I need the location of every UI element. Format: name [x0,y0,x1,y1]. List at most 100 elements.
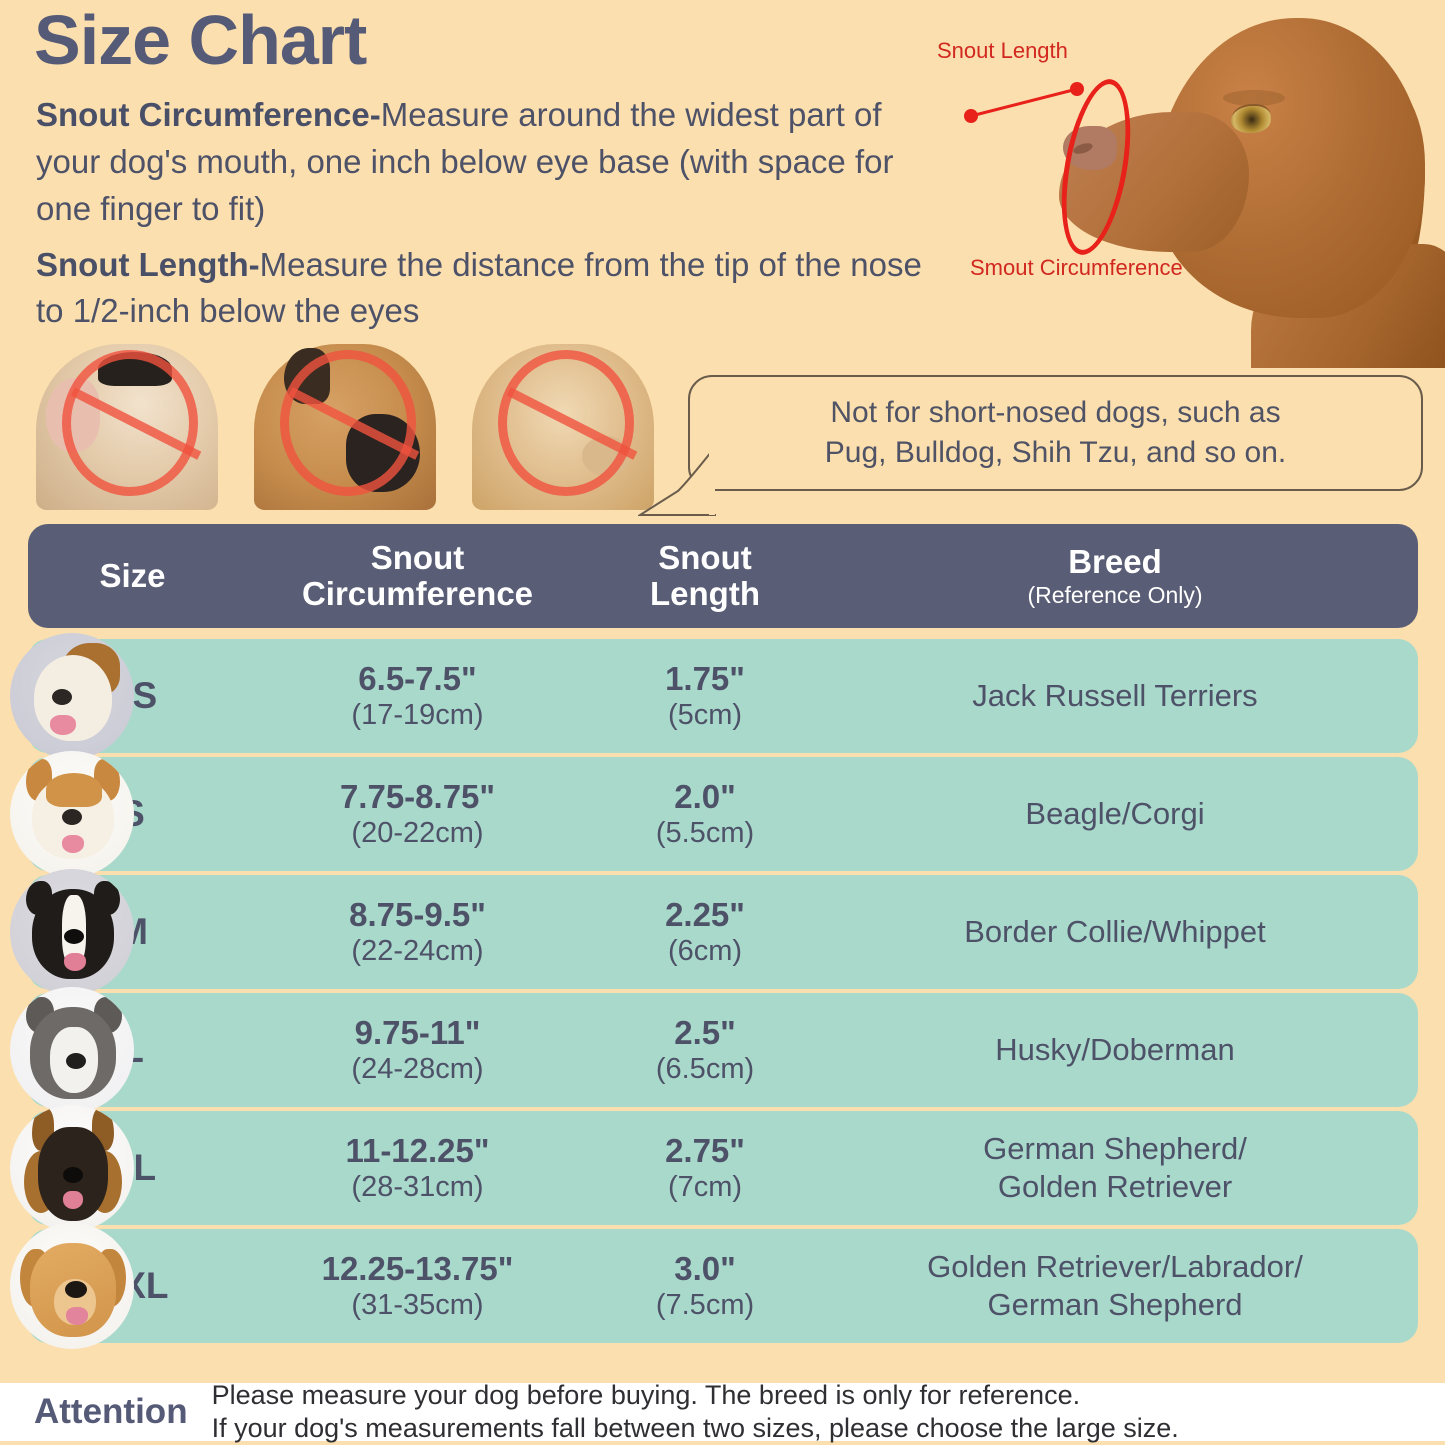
cell-snout-length: 3.0" (7.5cm) [598,1250,813,1322]
column-header-breed-sub: (Reference Only) [1027,581,1203,608]
attention-footer: Attention Please measure your dog before… [0,1380,1445,1443]
column-header-circ-line1: Snout [370,538,465,576]
table-header-row: Size Snout Circumference Snout Length Br… [27,524,1418,628]
cell-breed: Husky/Doberman [995,1032,1235,1068]
intro-lead-length: Snout Length- [36,245,260,283]
cell-length-cm: (6cm) [667,935,743,967]
warning-line-2: Pug, Bulldog, Shih Tzu, and so on. [824,436,1287,469]
snout-length-line-icon [963,82,1085,123]
column-header-breed: Breed (Reference Only) [813,544,1418,608]
size-chart-table: Size Snout Circumference Snout Length Br… [0,524,1445,1349]
annotation-label-snout-length: Snout Length [937,38,1068,63]
cell-circ-inches: 6.5-7.5" [358,660,477,697]
dog-head-illustration [1055,8,1445,368]
warning-speech-bubble: Not for short-nosed dogs, such as Pug, B… [638,375,1423,516]
column-header-length-line1: Snout [658,538,752,576]
column-header-circ-line2: Circumference [301,575,534,612]
cell-circ-inches: 8.75-9.5" [349,896,486,933]
cell-length-cm: (7cm) [667,1171,743,1203]
prohibition-sign-icon [280,350,416,496]
cell-snout-length: 2.0" (5.5cm) [598,778,813,850]
cell-length-inches: 2.5" [674,1014,736,1051]
intro-body-circumference: Measure around the widest part of your d… [36,96,894,227]
header-section: Size Chart Snout Circumference-Measure a… [0,0,1445,520]
column-header-length-line2: Length [650,575,760,612]
cell-snout-circumference: 11-12.25" (28-31cm) [238,1132,598,1204]
cell-breed-line2: Golden Retriever [997,1169,1233,1204]
attention-line-1: Please measure your dog before buying. T… [211,1379,1081,1410]
cell-length-cm: (5.5cm) [655,817,755,849]
prohibition-sign-icon [498,350,634,496]
attention-text: Please measure your dog before buying. T… [212,1379,1179,1445]
cell-snout-length: 1.75" (5cm) [598,660,813,732]
prohibition-sign-icon [62,350,198,496]
table-row[interactable]: XL 11-12.25" (28-31cm) 2.75" (7cm) Germa… [9,1105,1418,1231]
column-header-snout-length: Snout Length [598,538,813,613]
cell-snout-length: 2.5" (6.5cm) [598,1014,813,1086]
table-row[interactable]: S 7.75-8.75" (20-22cm) 2.0" (5.5cm) Beag… [9,751,1418,877]
warning-line-1: Not for short-nosed dogs, such as [830,395,1281,429]
prohibited-breed-bulldog [28,338,228,510]
cell-breed: German Shepherd/ Golden Retriever [813,1130,1418,1206]
table-row[interactable]: L 9.75-11" (24-28cm) 2.5" (6.5cm) Husky/… [9,987,1418,1113]
cell-breed: Border Collie/Whippet [964,914,1266,950]
column-header-snout-circumference: Snout Circumference [238,538,598,613]
cell-length-cm: (6.5cm) [655,1053,755,1085]
cell-circ-inches: 11-12.25" [345,1132,490,1169]
cell-snout-circumference: 6.5-7.5" (17-19cm) [238,660,598,732]
cell-length-inches: 1.75" [665,660,745,697]
intro-paragraph-circumference: Snout Circumference-Measure around the w… [36,92,936,233]
breed-thumbnail-s [9,751,134,877]
warning-bubble-text: Not for short-nosed dogs, such as Pug, B… [825,393,1286,473]
attention-line-2: If your dog's measurements fall between … [211,1413,1179,1443]
cell-circ-cm: (31-35cm) [351,1289,484,1321]
cell-breed: Jack Russell Terriers [972,678,1258,714]
prohibited-breed-french-bulldog [246,338,446,510]
cell-breed-line1: German Shepherd/ [983,1131,1247,1167]
dog-eye [1231,106,1271,133]
breed-thumbnail-m [9,869,134,995]
cell-length-inches: 2.75" [665,1132,745,1169]
cell-circ-cm: (17-19cm) [351,699,484,731]
cell-snout-length: 2.75" (7cm) [598,1132,813,1204]
intro-paragraph-length: Snout Length-Measure the distance from t… [36,242,936,336]
prohibited-breed-pomeranian [464,338,664,510]
cell-breed: Beagle/Corgi [1025,796,1205,832]
cell-circ-cm: (28-31cm) [351,1171,484,1203]
cell-snout-length: 2.25" (6cm) [598,896,813,968]
cell-length-inches: 3.0" [674,1250,736,1287]
column-header-breed-main: Breed [1068,543,1162,581]
cell-length-cm: (5cm) [667,699,743,731]
cell-length-cm: (7.5cm) [655,1289,755,1321]
cell-breed-line2: German Shepherd [987,1287,1243,1322]
cell-circ-inches: 7.75-8.75" [339,778,496,815]
annotation-label-snout-circumference: Smout Circumference [970,255,1183,280]
measurement-annotations: Snout Length Smout Circumference [935,0,1445,360]
cell-snout-circumference: 8.75-9.5" (22-24cm) [238,896,598,968]
cell-circ-cm: (24-28cm) [351,1053,484,1085]
cell-circ-cm: (22-24cm) [351,935,484,967]
breed-thumbnail-xs [9,633,134,759]
breed-thumbnail-xl [9,1105,134,1231]
table-row[interactable]: XXL 12.25-13.75" (31-35cm) 3.0" (7.5cm) … [9,1223,1418,1349]
cell-length-inches: 2.0" [674,778,736,815]
cell-breed-line1: Golden Retriever/Labrador/ [927,1249,1303,1285]
column-header-size: Size [99,556,166,594]
breed-thumbnail-l [9,987,134,1113]
table-row[interactable]: XS 6.5-7.5" (17-19cm) 1.75" (5cm) Jack R… [9,633,1418,759]
cell-circ-inches: 12.25-13.75" [321,1250,514,1287]
cell-breed: Golden Retriever/Labrador/ German Shephe… [813,1248,1418,1324]
prohibited-breeds-photos [28,338,668,510]
speech-bubble-tail [638,445,716,523]
intro-lead-circumference: Snout Circumference- [36,96,381,133]
cell-length-inches: 2.25" [665,896,745,933]
intro-instructions: Snout Circumference-Measure around the w… [36,92,936,335]
table-row[interactable]: M 8.75-9.5" (22-24cm) 2.25" (6cm) Border… [9,869,1418,995]
cell-snout-circumference: 7.75-8.75" (20-22cm) [238,778,598,850]
intro-body-length: Measure the distance from the tip of the… [36,245,922,330]
cell-snout-circumference: 9.75-11" (24-28cm) [238,1014,598,1086]
cell-circ-cm: (20-22cm) [351,817,484,849]
page-title: Size Chart [34,1,367,79]
cell-snout-circumference: 12.25-13.75" (31-35cm) [238,1250,598,1322]
cell-circ-inches: 9.75-11" [354,1014,481,1051]
